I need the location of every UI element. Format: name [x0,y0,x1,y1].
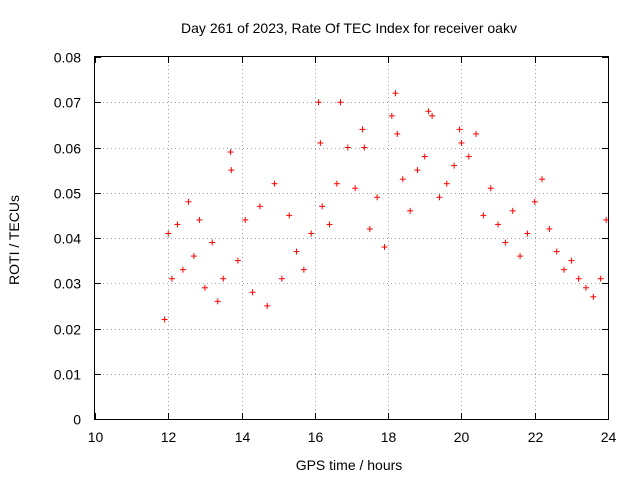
data-point [317,139,324,146]
data-point [196,216,203,223]
chart-title: Day 261 of 2023, Rate Of TEC Index for r… [181,20,517,36]
data-point [359,126,366,133]
y-tick-label: 0.05 [54,186,81,202]
plot-frame [94,56,609,420]
y-tick-label: 0.07 [54,95,81,111]
data-point [242,216,249,223]
data-point [381,244,388,251]
data-point [539,176,546,183]
x-tick-label: 16 [308,429,324,445]
data-point [517,253,524,260]
data-point [407,207,414,214]
y-tick-label: 0.01 [54,367,81,383]
data-point [495,221,502,228]
data-point [568,257,575,264]
data-point [451,162,458,169]
data-point [179,266,186,273]
data-point [333,180,340,187]
data-point [458,139,465,146]
data-point [583,284,590,291]
data-point [531,198,538,205]
data-point [465,153,472,160]
y-tick-label: 0.08 [54,50,81,66]
data-point [366,225,373,232]
data-point [392,90,399,97]
x-axis-ticks: 10 12 14 16 18 20 22 24 [88,57,617,445]
y-tick-label: 0.03 [54,276,81,292]
data-point [394,130,401,137]
y-axis-ticks: 0 0.01 0.02 0.03 0.04 0.05 0.06 0.07 0.08 [54,50,608,428]
data-point [315,99,322,106]
y-axis-label: ROTI / TECUs [6,195,22,285]
data-point [227,149,234,156]
data-point [228,167,235,174]
data-point [256,203,263,210]
data-point [487,185,494,192]
x-tick-label: 24 [601,429,617,445]
x-tick-label: 20 [454,429,470,445]
data-point [214,298,221,305]
data-point [590,293,597,300]
data-point [561,266,568,273]
data-point [209,239,216,246]
grid-lines [95,57,608,419]
data-point [161,316,168,323]
data-point [326,221,333,228]
data-point [399,176,406,183]
data-point [443,180,450,187]
data-point [546,225,553,232]
data-points [161,90,610,323]
data-point [264,302,271,309]
data-point [278,275,285,282]
y-tick-label: 0.02 [54,322,81,338]
data-point [220,275,227,282]
data-point [429,112,436,119]
data-point [361,144,368,151]
data-point [168,275,175,282]
data-point [480,212,487,219]
data-point [201,284,208,291]
data-point [352,185,359,192]
data-point [293,248,300,255]
x-tick-label: 18 [381,429,397,445]
data-point [421,153,428,160]
data-point [308,230,315,237]
data-point [319,203,326,210]
y-tick-label: 0.04 [54,231,81,247]
data-point [185,198,192,205]
data-point [165,230,172,237]
x-tick-label: 22 [528,429,544,445]
data-point [502,239,509,246]
data-point [473,130,480,137]
data-point [234,257,241,264]
data-point [388,112,395,119]
data-point [374,194,381,201]
x-tick-label: 12 [161,429,177,445]
data-point [524,230,531,237]
data-point [597,275,604,282]
y-tick-label: 0 [73,412,81,428]
data-point [553,248,560,255]
x-axis-label: GPS time / hours [296,457,403,473]
x-tick-label: 10 [88,429,104,445]
data-point [414,167,421,174]
data-point [286,212,293,219]
data-point [344,144,351,151]
data-point [300,266,307,273]
data-point [456,126,463,133]
data-point [249,289,256,296]
x-tick-label: 14 [235,429,251,445]
data-point [271,180,278,187]
data-point [509,207,516,214]
data-point [425,108,432,115]
y-tick-label: 0.06 [54,141,81,157]
data-point [174,221,181,228]
data-point [575,275,582,282]
data-point [436,194,443,201]
data-point [190,253,197,260]
data-point [337,99,344,106]
